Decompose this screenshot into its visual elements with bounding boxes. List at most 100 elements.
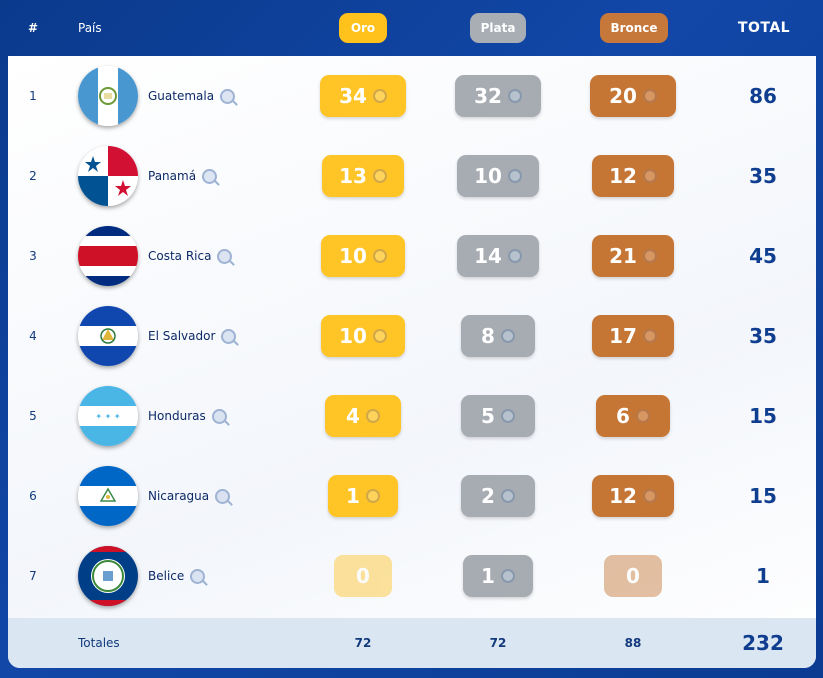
gold-header-pill[interactable]: Oro: [339, 13, 387, 43]
country-name[interactable]: Costa Rica: [148, 249, 212, 263]
gold-medal-badge: 4: [325, 395, 401, 437]
totals-bronze: 88: [624, 636, 642, 650]
totals-gold: 72: [354, 636, 372, 650]
total-count: 15: [749, 484, 777, 508]
country-cell[interactable]: Nicaragua: [148, 456, 318, 536]
silver-count: 2: [481, 484, 495, 508]
header-bronze[interactable]: Bronce: [600, 0, 668, 56]
total-count: 1: [756, 564, 770, 588]
total-count: 35: [749, 164, 777, 188]
silver-count: 10: [474, 164, 502, 188]
country-name[interactable]: El Salvador: [148, 329, 216, 343]
gold-cell: 13: [308, 136, 418, 216]
bronze-count: 12: [609, 484, 637, 508]
silver-coin-icon: [507, 249, 522, 263]
bronze-cell: 17: [578, 296, 688, 376]
bronze-cell: 0: [578, 536, 688, 616]
header-silver[interactable]: Plata: [470, 0, 526, 56]
country-cell[interactable]: Panamá: [148, 136, 318, 216]
silver-cell: 5: [443, 376, 553, 456]
gold-count: 0: [356, 564, 370, 588]
table-row[interactable]: 6 Nicaragua 1 2 12 15: [8, 456, 816, 536]
silver-cell: 14: [443, 216, 553, 296]
silver-coin-icon: [507, 169, 522, 183]
gold-cell: 4: [308, 376, 418, 456]
search-icon[interactable]: [211, 408, 227, 424]
gold-cell: 10: [308, 296, 418, 376]
search-icon[interactable]: [202, 168, 218, 184]
bronze-cell: 12: [578, 456, 688, 536]
flag-cell: [78, 56, 138, 136]
table-row[interactable]: 5 ✦ ✦ ✦ Honduras 4 5 6 15: [8, 376, 816, 456]
gold-coin-icon: [372, 169, 387, 183]
country-cell[interactable]: El Salvador: [148, 296, 318, 376]
bronze-medal-badge: 0: [604, 555, 662, 597]
bronze-count: 20: [609, 84, 637, 108]
gold-coin-icon: [372, 329, 387, 343]
silver-header-pill[interactable]: Plata: [470, 13, 526, 43]
gold-cell: 34: [308, 56, 418, 136]
silver-cell: 1: [443, 536, 553, 616]
country-cell[interactable]: Belice: [148, 536, 318, 616]
bronze-medal-badge: 21: [592, 235, 674, 277]
silver-medal-badge: 32: [455, 75, 541, 117]
gold-count: 10: [339, 324, 367, 348]
bronze-coin-icon: [642, 329, 657, 343]
rank: 7: [29, 569, 37, 583]
gold-cell: 0: [308, 536, 418, 616]
bronze-header-pill[interactable]: Bronce: [600, 13, 668, 43]
totals-label: Totales: [78, 636, 120, 650]
table-row[interactable]: 1 Guatemala 34 32 20 86: [8, 56, 816, 136]
country-name[interactable]: Guatemala: [148, 89, 215, 103]
gold-coin-icon: [372, 89, 387, 103]
table-row[interactable]: 2 Panamá 13 10 12: [8, 136, 816, 216]
country-name[interactable]: Belice: [148, 569, 185, 583]
total-count: 15: [749, 404, 777, 428]
rank: 3: [29, 249, 37, 263]
search-icon[interactable]: [215, 488, 231, 504]
country-cell[interactable]: Costa Rica: [148, 216, 318, 296]
header-gold[interactable]: Oro: [339, 0, 387, 56]
silver-coin-icon: [500, 569, 515, 583]
flag-cell: [78, 216, 138, 296]
gold-coin-icon: [365, 489, 380, 503]
table-row[interactable]: 4 El Salvador 10 8 17 35: [8, 296, 816, 376]
table-row[interactable]: 7 Belice 0 1 0 1: [8, 536, 816, 616]
table-row[interactable]: 3 Costa Rica 10 14 21 45: [8, 216, 816, 296]
bronze-count: 21: [609, 244, 637, 268]
country-cell[interactable]: Guatemala: [148, 56, 318, 136]
search-icon[interactable]: [217, 248, 233, 264]
gold-medal-badge: 10: [321, 235, 405, 277]
silver-coin-icon: [507, 89, 522, 103]
gold-count: 34: [339, 84, 367, 108]
flag-cell: ✦ ✦ ✦: [78, 376, 138, 456]
search-icon[interactable]: [190, 568, 206, 584]
silver-cell: 10: [443, 136, 553, 216]
total-count: 86: [749, 84, 777, 108]
country-name[interactable]: Nicaragua: [148, 489, 210, 503]
silver-count: 14: [474, 244, 502, 268]
search-icon[interactable]: [221, 328, 237, 344]
silver-medal-badge: 8: [461, 315, 535, 357]
country-name[interactable]: Panamá: [148, 169, 197, 183]
bronze-coin-icon: [635, 409, 650, 423]
country-cell[interactable]: Honduras: [148, 376, 318, 456]
honduras-flag-icon: ✦ ✦ ✦: [78, 386, 138, 446]
search-icon[interactable]: [220, 88, 236, 104]
silver-cell: 32: [443, 56, 553, 136]
silver-coin-icon: [500, 489, 515, 503]
table-header: # País Oro Plata Bronce TOTAL: [0, 0, 823, 56]
silver-medal-badge: 2: [461, 475, 535, 517]
silver-medal-badge: 10: [457, 155, 539, 197]
flag-cell: [78, 456, 138, 536]
gold-count: 13: [339, 164, 367, 188]
gold-count: 1: [346, 484, 360, 508]
totals-silver: 72: [489, 636, 507, 650]
silver-count: 8: [481, 324, 495, 348]
gold-coin-icon: [365, 409, 380, 423]
silver-medal-badge: 1: [463, 555, 533, 597]
bronze-coin-icon: [642, 89, 657, 103]
bronze-cell: 6: [578, 376, 688, 456]
bronze-count: 0: [626, 564, 640, 588]
country-name[interactable]: Honduras: [148, 409, 206, 423]
